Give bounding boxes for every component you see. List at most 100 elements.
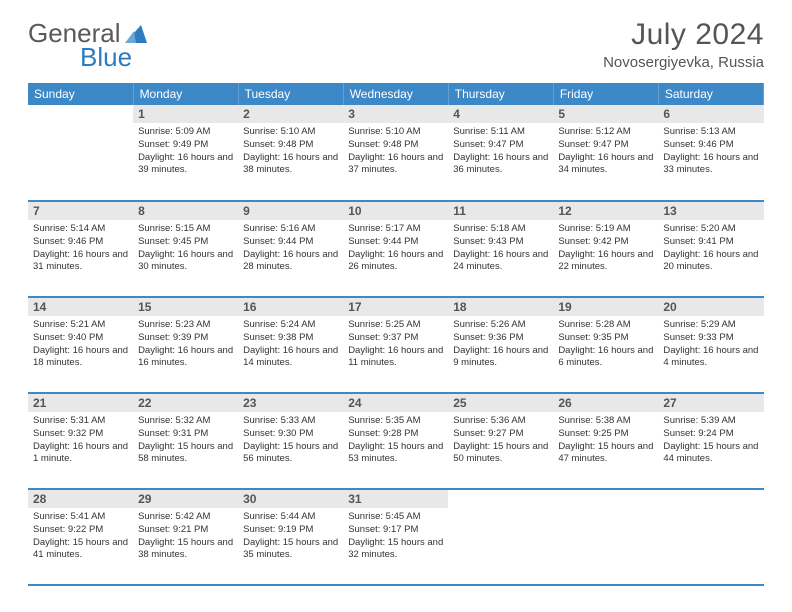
day-number: 18: [448, 298, 553, 316]
daylight-line: Daylight: 16 hours and 16 minutes.: [138, 345, 233, 371]
day-number: 17: [343, 298, 448, 316]
calendar-cell: 20Sunrise: 5:29 AMSunset: 9:33 PMDayligh…: [658, 297, 763, 393]
daylight-line: Daylight: 16 hours and 9 minutes.: [453, 345, 548, 371]
day-body: Sunrise: 5:17 AMSunset: 9:44 PMDaylight:…: [343, 220, 448, 279]
calendar-cell: 10Sunrise: 5:17 AMSunset: 9:44 PMDayligh…: [343, 201, 448, 297]
calendar-cell: 9Sunrise: 5:16 AMSunset: 9:44 PMDaylight…: [238, 201, 343, 297]
day-body: Sunrise: 5:33 AMSunset: 9:30 PMDaylight:…: [238, 412, 343, 471]
calendar-cell: 3Sunrise: 5:10 AMSunset: 9:48 PMDaylight…: [343, 105, 448, 201]
daylight-line: Daylight: 15 hours and 38 minutes.: [138, 537, 233, 563]
sunset-line: Sunset: 9:46 PM: [33, 236, 128, 249]
day-number: 16: [238, 298, 343, 316]
daylight-line: Daylight: 16 hours and 18 minutes.: [33, 345, 128, 371]
calendar-cell: 6Sunrise: 5:13 AMSunset: 9:46 PMDaylight…: [658, 105, 763, 201]
daylight-line: Daylight: 15 hours and 41 minutes.: [33, 537, 128, 563]
day-header: Tuesday: [238, 83, 343, 105]
sunrise-line: Sunrise: 5:12 AM: [558, 126, 653, 139]
day-body: Sunrise: 5:31 AMSunset: 9:32 PMDaylight:…: [28, 412, 133, 471]
daylight-line: Daylight: 16 hours and 22 minutes.: [558, 249, 653, 275]
day-body: Sunrise: 5:35 AMSunset: 9:28 PMDaylight:…: [343, 412, 448, 471]
day-number: 4: [448, 105, 553, 123]
daylight-line: Daylight: 15 hours and 32 minutes.: [348, 537, 443, 563]
sunrise-line: Sunrise: 5:28 AM: [558, 319, 653, 332]
day-number: 22: [133, 394, 238, 412]
day-body: Sunrise: 5:42 AMSunset: 9:21 PMDaylight:…: [133, 508, 238, 567]
sunrise-line: Sunrise: 5:14 AM: [33, 223, 128, 236]
sunrise-line: Sunrise: 5:44 AM: [243, 511, 338, 524]
calendar-cell: 2Sunrise: 5:10 AMSunset: 9:48 PMDaylight…: [238, 105, 343, 201]
day-body: Sunrise: 5:10 AMSunset: 9:48 PMDaylight:…: [238, 123, 343, 182]
day-header-row: Sunday Monday Tuesday Wednesday Thursday…: [28, 83, 764, 105]
calendar-week-row: 14Sunrise: 5:21 AMSunset: 9:40 PMDayligh…: [28, 297, 764, 393]
daylight-line: Daylight: 16 hours and 33 minutes.: [663, 152, 758, 178]
sunrise-line: Sunrise: 5:13 AM: [663, 126, 758, 139]
calendar-cell: 30Sunrise: 5:44 AMSunset: 9:19 PMDayligh…: [238, 489, 343, 585]
logo-triangle-icon: [125, 25, 147, 43]
sunset-line: Sunset: 9:33 PM: [663, 332, 758, 345]
calendar-cell: 7Sunrise: 5:14 AMSunset: 9:46 PMDaylight…: [28, 201, 133, 297]
sunset-line: Sunset: 9:22 PM: [33, 524, 128, 537]
sunrise-line: Sunrise: 5:31 AM: [33, 415, 128, 428]
daylight-line: Daylight: 16 hours and 36 minutes.: [453, 152, 548, 178]
day-number: 11: [448, 202, 553, 220]
sunset-line: Sunset: 9:43 PM: [453, 236, 548, 249]
day-body: Sunrise: 5:36 AMSunset: 9:27 PMDaylight:…: [448, 412, 553, 471]
calendar-cell: 5Sunrise: 5:12 AMSunset: 9:47 PMDaylight…: [553, 105, 658, 201]
day-number: 9: [238, 202, 343, 220]
sunset-line: Sunset: 9:28 PM: [348, 428, 443, 441]
daylight-line: Daylight: 16 hours and 28 minutes.: [243, 249, 338, 275]
daylight-line: Daylight: 16 hours and 31 minutes.: [33, 249, 128, 275]
day-body: Sunrise: 5:39 AMSunset: 9:24 PMDaylight:…: [658, 412, 763, 471]
daylight-line: Daylight: 16 hours and 24 minutes.: [453, 249, 548, 275]
sunrise-line: Sunrise: 5:41 AM: [33, 511, 128, 524]
day-header: Friday: [553, 83, 658, 105]
logo-text-2: Blue: [80, 42, 132, 73]
sunrise-line: Sunrise: 5:25 AM: [348, 319, 443, 332]
sunrise-line: Sunrise: 5:26 AM: [453, 319, 548, 332]
calendar-week-row: 21Sunrise: 5:31 AMSunset: 9:32 PMDayligh…: [28, 393, 764, 489]
sunrise-line: Sunrise: 5:36 AM: [453, 415, 548, 428]
sunrise-line: Sunrise: 5:10 AM: [243, 126, 338, 139]
sunset-line: Sunset: 9:47 PM: [558, 139, 653, 152]
day-body: Sunrise: 5:11 AMSunset: 9:47 PMDaylight:…: [448, 123, 553, 182]
daylight-line: Daylight: 16 hours and 11 minutes.: [348, 345, 443, 371]
sunrise-line: Sunrise: 5:23 AM: [138, 319, 233, 332]
calendar-cell: 15Sunrise: 5:23 AMSunset: 9:39 PMDayligh…: [133, 297, 238, 393]
day-body: Sunrise: 5:19 AMSunset: 9:42 PMDaylight:…: [553, 220, 658, 279]
daylight-line: Daylight: 16 hours and 20 minutes.: [663, 249, 758, 275]
day-number: 30: [238, 490, 343, 508]
calendar-container: Sunday Monday Tuesday Wednesday Thursday…: [0, 83, 792, 586]
daylight-line: Daylight: 16 hours and 4 minutes.: [663, 345, 758, 371]
daylight-line: Daylight: 15 hours and 44 minutes.: [663, 441, 758, 467]
sunset-line: Sunset: 9:48 PM: [243, 139, 338, 152]
sunset-line: Sunset: 9:48 PM: [348, 139, 443, 152]
sunset-line: Sunset: 9:36 PM: [453, 332, 548, 345]
daylight-line: Daylight: 15 hours and 58 minutes.: [138, 441, 233, 467]
sunrise-line: Sunrise: 5:29 AM: [663, 319, 758, 332]
calendar-cell: [28, 105, 133, 201]
calendar-week-row: 28Sunrise: 5:41 AMSunset: 9:22 PMDayligh…: [28, 489, 764, 585]
calendar-cell: 26Sunrise: 5:38 AMSunset: 9:25 PMDayligh…: [553, 393, 658, 489]
daylight-line: Daylight: 16 hours and 6 minutes.: [558, 345, 653, 371]
day-number: 1: [133, 105, 238, 123]
day-number: 12: [553, 202, 658, 220]
day-body: Sunrise: 5:15 AMSunset: 9:45 PMDaylight:…: [133, 220, 238, 279]
sunset-line: Sunset: 9:32 PM: [33, 428, 128, 441]
daylight-line: Daylight: 15 hours and 50 minutes.: [453, 441, 548, 467]
sunset-line: Sunset: 9:44 PM: [243, 236, 338, 249]
day-body: Sunrise: 5:09 AMSunset: 9:49 PMDaylight:…: [133, 123, 238, 182]
day-number: 3: [343, 105, 448, 123]
calendar-cell: [553, 489, 658, 585]
day-body: Sunrise: 5:44 AMSunset: 9:19 PMDaylight:…: [238, 508, 343, 567]
day-number: 5: [553, 105, 658, 123]
daylight-line: Daylight: 15 hours and 35 minutes.: [243, 537, 338, 563]
day-body: Sunrise: 5:28 AMSunset: 9:35 PMDaylight:…: [553, 316, 658, 375]
daylight-line: Daylight: 15 hours and 53 minutes.: [348, 441, 443, 467]
calendar-cell: 25Sunrise: 5:36 AMSunset: 9:27 PMDayligh…: [448, 393, 553, 489]
sunset-line: Sunset: 9:17 PM: [348, 524, 443, 537]
sunset-line: Sunset: 9:31 PM: [138, 428, 233, 441]
day-number: 31: [343, 490, 448, 508]
day-body: Sunrise: 5:25 AMSunset: 9:37 PMDaylight:…: [343, 316, 448, 375]
day-body: Sunrise: 5:21 AMSunset: 9:40 PMDaylight:…: [28, 316, 133, 375]
calendar-cell: 11Sunrise: 5:18 AMSunset: 9:43 PMDayligh…: [448, 201, 553, 297]
